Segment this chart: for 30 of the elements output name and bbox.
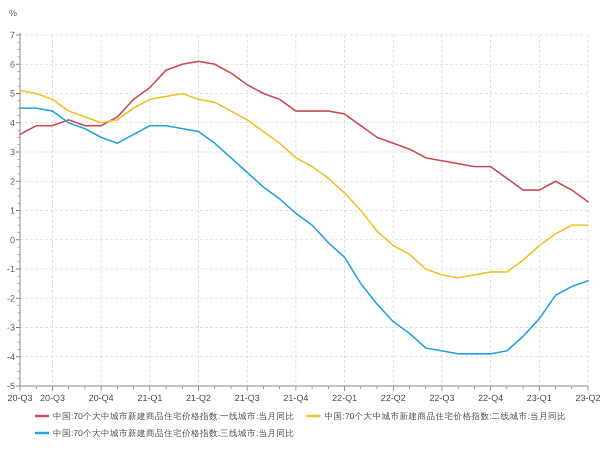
y-tick-label: 1 [10, 206, 15, 216]
x-tick-label: 20-Q4 [88, 393, 114, 403]
x-tick-label: 23-Q1 [526, 393, 552, 403]
x-tick-label: 21-Q1 [137, 393, 162, 403]
y-tick-label: 4 [10, 118, 15, 128]
y-tick-label: -4 [6, 352, 15, 362]
y-axis-title: % [8, 8, 18, 18]
y-tick-label: 2 [10, 176, 15, 186]
y-tick-label: 3 [10, 147, 15, 158]
x-tick-label: 20-Q3 [40, 393, 65, 403]
x-tick-label: 22-Q2 [380, 393, 406, 403]
x-tick-label: 22-Q1 [332, 393, 358, 403]
x-tick-label: 21-Q4 [283, 393, 308, 403]
x-tick-label: 23-Q2 [575, 393, 601, 403]
y-tick-label: -2 [6, 293, 15, 304]
y-tick-label: 6 [10, 59, 15, 70]
x-tick-label: 22-Q3 [429, 393, 454, 403]
y-tick-label: -5 [6, 381, 15, 392]
x-tick-label: 22-Q4 [478, 393, 504, 403]
legend-label: 中国:70个大中城市新建商品住宅价格指数:三线城市:当月同比 [53, 428, 295, 438]
x-tick-label: 20-Q3 [7, 393, 33, 403]
legend-label: 中国:70个大中城市新建商品住宅价格指数:一线城市:当月同比 [53, 411, 295, 421]
y-tick-label: 0 [10, 234, 15, 245]
legend-label: 中国:70个大中城市新建商品住宅价格指数:二线城市:当月同比 [324, 411, 566, 421]
y-tick-label: -3 [6, 322, 15, 333]
y-tick-label: 5 [10, 88, 15, 99]
y-tick-label: 7 [10, 30, 15, 40]
x-tick-label: 21-Q2 [186, 393, 212, 403]
y-tick-label: -1 [6, 264, 15, 274]
x-tick-label: 21-Q3 [234, 393, 260, 403]
